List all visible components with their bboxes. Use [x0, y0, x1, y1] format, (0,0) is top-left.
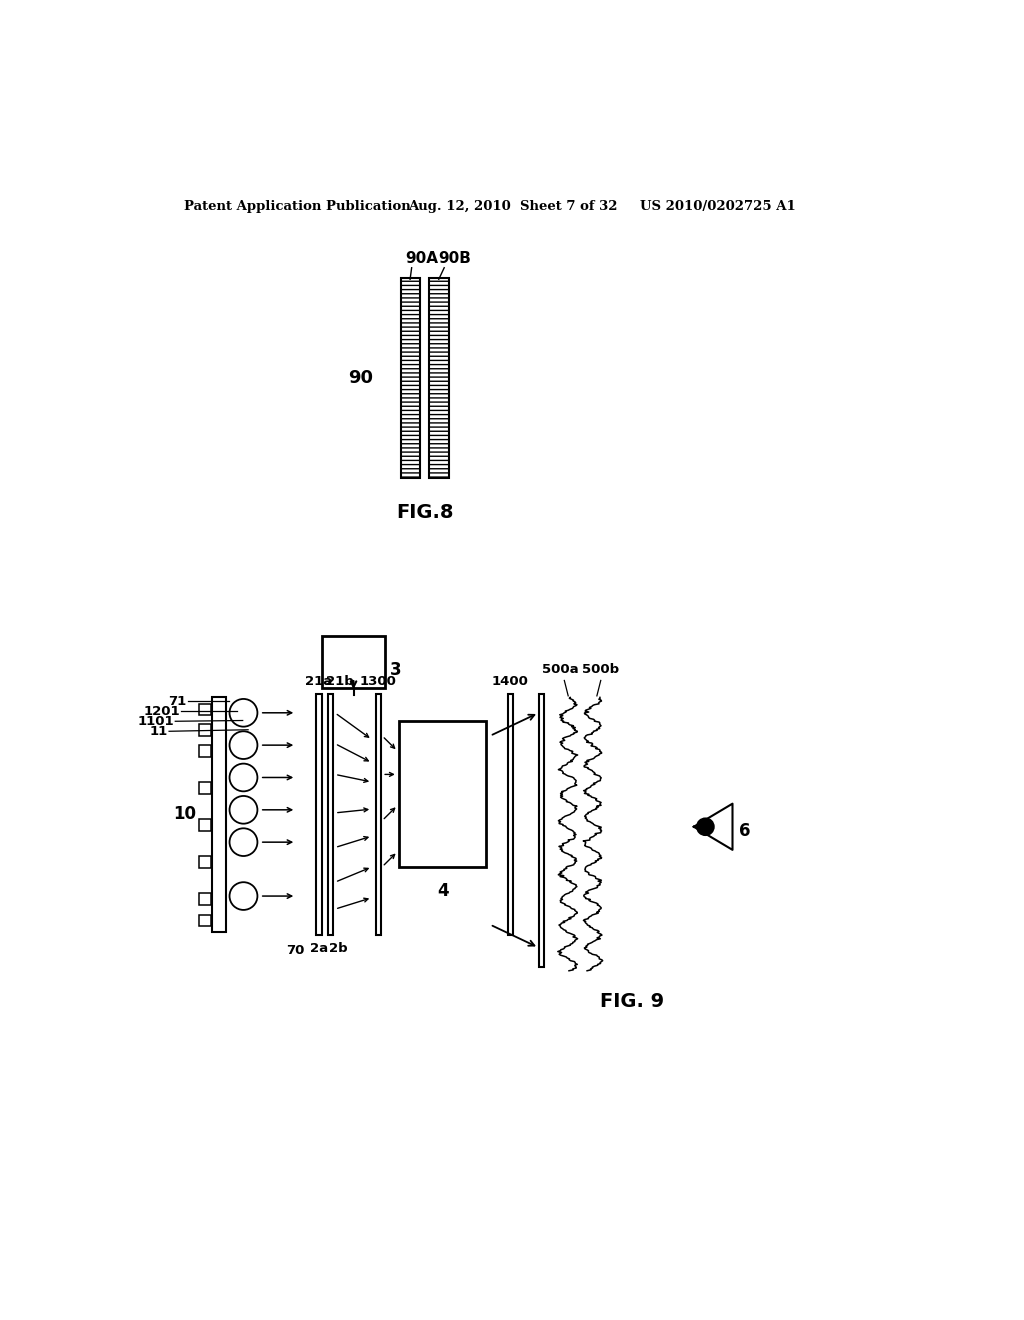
- Bar: [539, 693, 544, 966]
- Text: 3: 3: [390, 661, 401, 678]
- Bar: [376, 693, 381, 935]
- Text: 500a: 500a: [542, 663, 579, 676]
- Bar: [316, 693, 322, 935]
- Bar: [200, 818, 211, 830]
- Circle shape: [229, 731, 257, 759]
- Bar: [400, 277, 420, 478]
- Bar: [200, 781, 211, 793]
- Text: 1300: 1300: [359, 675, 396, 688]
- Text: Aug. 12, 2010  Sheet 7 of 32: Aug. 12, 2010 Sheet 7 of 32: [409, 199, 618, 213]
- Text: 1101: 1101: [137, 714, 174, 727]
- Text: 2a: 2a: [309, 942, 328, 956]
- Text: 6: 6: [738, 821, 751, 840]
- Bar: [200, 915, 211, 927]
- Bar: [212, 697, 225, 932]
- Bar: [200, 892, 211, 904]
- Text: 70: 70: [287, 944, 305, 957]
- Text: 90: 90: [348, 368, 373, 387]
- Text: 500b: 500b: [583, 663, 620, 676]
- Circle shape: [229, 763, 257, 792]
- Text: FIG. 9: FIG. 9: [600, 993, 664, 1011]
- Circle shape: [229, 829, 257, 857]
- Bar: [200, 744, 211, 756]
- Circle shape: [229, 882, 257, 909]
- Text: 90B: 90B: [438, 251, 471, 267]
- Bar: [328, 693, 334, 935]
- Text: 21b: 21b: [326, 675, 353, 688]
- Text: FIG.8: FIG.8: [396, 503, 454, 523]
- Text: US 2010/0202725 A1: US 2010/0202725 A1: [640, 199, 796, 213]
- Text: 90A: 90A: [406, 251, 438, 267]
- Circle shape: [229, 700, 257, 726]
- Text: 2b: 2b: [329, 942, 347, 956]
- Circle shape: [697, 818, 714, 836]
- Bar: [429, 277, 449, 478]
- Bar: [399, 721, 486, 867]
- Circle shape: [229, 796, 257, 824]
- Bar: [508, 693, 513, 935]
- Bar: [322, 636, 385, 688]
- Bar: [200, 857, 211, 867]
- Bar: [200, 704, 211, 715]
- Text: 4: 4: [437, 883, 449, 900]
- Bar: [200, 725, 211, 737]
- Text: 11: 11: [150, 725, 168, 738]
- Text: 10: 10: [173, 805, 197, 824]
- Text: 1400: 1400: [492, 675, 528, 688]
- Text: 71: 71: [168, 694, 186, 708]
- Text: Patent Application Publication: Patent Application Publication: [183, 199, 411, 213]
- Text: 21a: 21a: [305, 675, 332, 688]
- Text: 1201: 1201: [143, 705, 180, 718]
